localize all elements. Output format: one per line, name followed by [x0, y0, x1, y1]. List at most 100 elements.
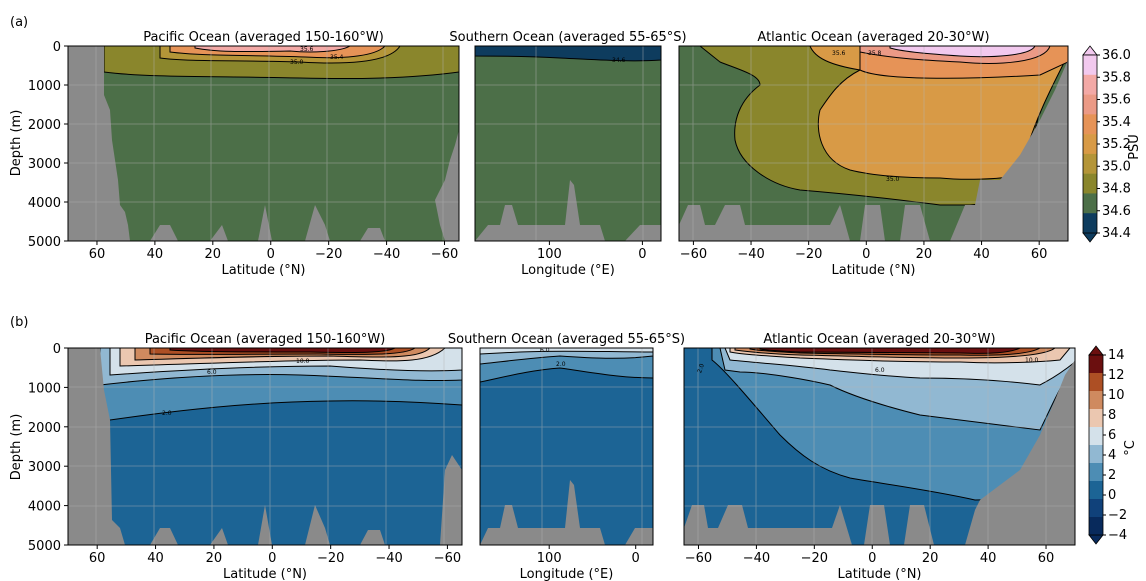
- x-tick-label: −20: [801, 551, 828, 566]
- y-tick-label: 4000: [28, 500, 61, 515]
- x-tick-label: −20: [317, 551, 344, 566]
- plot-frame: [474, 45, 662, 242]
- y-tick-label: 3000: [28, 157, 61, 172]
- plot-title: Pacific Ocean (averaged 150-160°W): [143, 30, 384, 45]
- contour-35-8: [889, 46, 1036, 58]
- colorbar-swatch: [1089, 517, 1103, 536]
- x-tick-label: 0: [868, 551, 876, 566]
- colorbar-tick-label: 35.0: [1102, 159, 1131, 174]
- x-tick-label: −60: [680, 247, 707, 262]
- x-tick-label: −40: [737, 247, 764, 262]
- contour-label: 34.6: [612, 57, 626, 64]
- axes-layer: Pacific Ocean (averaged 150-160°W) Latitu…: [28, 30, 1054, 581]
- colorbar-tick-label: 35.2: [1102, 137, 1131, 152]
- axis-group: Southern Ocean (averaged 55-65°S) Longitu…: [449, 30, 686, 278]
- colorbar-swatch: [1089, 463, 1103, 482]
- colorbar-tick-label: 34.6: [1102, 204, 1131, 219]
- plot-frame: [67, 45, 460, 242]
- y-tick-label: 0: [53, 40, 61, 55]
- y-tick-label: 2000: [28, 421, 61, 436]
- x-tick-label: 40: [973, 247, 990, 262]
- colorbar-swatch: [1083, 173, 1097, 194]
- x-tick-label: −60: [685, 551, 712, 566]
- x-tick-label: −40: [743, 551, 770, 566]
- y-tick-label: 5000: [28, 539, 61, 554]
- x-tick-label: 0: [268, 551, 276, 566]
- contour-14-0: [169, 348, 396, 354]
- panel-b-label: (b): [10, 315, 28, 330]
- axis-group: Atlantic Ocean (averaged 20-30°W) Latitud…: [680, 30, 1048, 278]
- panel-a-label: (a): [10, 15, 28, 30]
- topography-right: [435, 46, 459, 241]
- colorbar-tick-label: 2: [1108, 468, 1116, 483]
- colorbar-swatch: [1083, 74, 1097, 95]
- colorbar: 14 12 10 8 6 4 2 0 −2 −4 °C: [1088, 345, 1138, 545]
- x-axis-label: Latitude (°N): [837, 567, 921, 581]
- x-axis-label: Latitude (°N): [831, 263, 915, 278]
- contour-label: 35.6: [300, 46, 314, 53]
- colorbar-tick-label: 0: [1108, 488, 1116, 503]
- topography-right: [440, 348, 462, 545]
- x-tick-label: 40: [147, 551, 164, 566]
- x-tick-label: 40: [980, 551, 997, 566]
- x-tick-label: 60: [1038, 551, 1055, 566]
- x-tick-label: 20: [916, 247, 933, 262]
- colorbar-tick-label: 14: [1108, 348, 1125, 363]
- salinity-pacific-plot: 35.0 35.4 35.6: [68, 46, 459, 241]
- x-axis-label: Latitude (°N): [221, 263, 305, 278]
- contour-34-6: [475, 46, 661, 62]
- x-tick-label: 0: [632, 551, 640, 566]
- colorbar: 36.0 35.8 35.6 35.4 35.2 35.0 34.8 34.6 34.4 PSU: [1082, 45, 1142, 243]
- colorbar-swatch: [1089, 391, 1103, 410]
- colorbar-tick-label: 6: [1108, 428, 1116, 443]
- colorbar-tick-label: 4: [1108, 448, 1116, 463]
- colorbar-tick-label: −2: [1108, 508, 1127, 523]
- x-tick-label: 40: [147, 247, 164, 262]
- colorbar-swatch: [1089, 427, 1103, 446]
- colorbar-extend-top: [1082, 45, 1098, 56]
- plot-frame: [683, 347, 1076, 546]
- topography-seamounts: [475, 180, 661, 241]
- contour-label: 6.0: [875, 367, 885, 374]
- colorbar-tick-label: 34.4: [1102, 226, 1131, 241]
- topography-left: [68, 348, 125, 545]
- colorbar-tick-label: 12: [1108, 368, 1125, 383]
- contour-label: 35.0: [886, 176, 900, 183]
- y-tick-label: 2000: [28, 118, 61, 133]
- x-tick-label: −60: [434, 551, 461, 566]
- contour-label: 2.0: [696, 363, 706, 375]
- x-tick-label: 20: [922, 551, 939, 566]
- contour-label: 2.0: [162, 410, 172, 417]
- temperature-atlantic-plot: 2.0 6.0 10.0: [684, 348, 1075, 545]
- colorbar-swatch: [1083, 193, 1097, 214]
- contour-label: 35.0: [290, 59, 304, 66]
- contour-label: 2.0: [556, 361, 566, 368]
- field-34-6: [68, 46, 459, 241]
- plot-title: Southern Ocean (averaged 55-65°S): [448, 332, 685, 347]
- x-axis-label: Latitude (°N): [223, 567, 307, 581]
- x-tick-label: −40: [375, 551, 402, 566]
- colorbar-swatch: [1083, 134, 1097, 155]
- topography: [684, 360, 1075, 545]
- y-tick-label: 5000: [28, 235, 61, 250]
- temperature-southern-plot: 2.0 6.0: [480, 348, 653, 545]
- colorbar-swatch: [1089, 499, 1103, 518]
- colorbar-tick-label: 36.0: [1102, 48, 1131, 63]
- x-tick-label: 60: [89, 551, 106, 566]
- colorbar-tick-label: 10: [1108, 388, 1125, 403]
- plot-frame: [479, 347, 654, 546]
- temperature-pacific-plot: 2.0 6.0 10.0: [68, 348, 462, 545]
- x-tick-label: 100: [537, 551, 562, 566]
- x-tick-label: −20: [315, 247, 342, 262]
- colorbar-label: °C: [1123, 440, 1138, 456]
- contour-35-6: [194, 46, 351, 53]
- contour-label: 10.0: [296, 358, 310, 365]
- contour-14-0: [759, 348, 1021, 354]
- salinity-atlantic-plot: 35.0 35.6 35.8: [679, 46, 1068, 241]
- x-tick-label: 60: [89, 247, 106, 262]
- contour-label: 35.8: [868, 50, 882, 57]
- x-axis-label: Longitude (°E): [521, 263, 615, 278]
- colorbar-extend-bottom: [1088, 534, 1104, 545]
- contour-label: 6.0: [207, 369, 217, 376]
